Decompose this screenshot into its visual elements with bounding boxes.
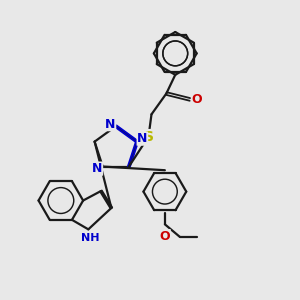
- Text: N: N: [137, 132, 148, 145]
- Text: O: O: [160, 230, 170, 243]
- Text: N: N: [92, 162, 103, 175]
- Text: N: N: [105, 118, 116, 130]
- Text: NH: NH: [81, 233, 99, 243]
- Text: O: O: [191, 93, 202, 106]
- Text: S: S: [143, 130, 154, 144]
